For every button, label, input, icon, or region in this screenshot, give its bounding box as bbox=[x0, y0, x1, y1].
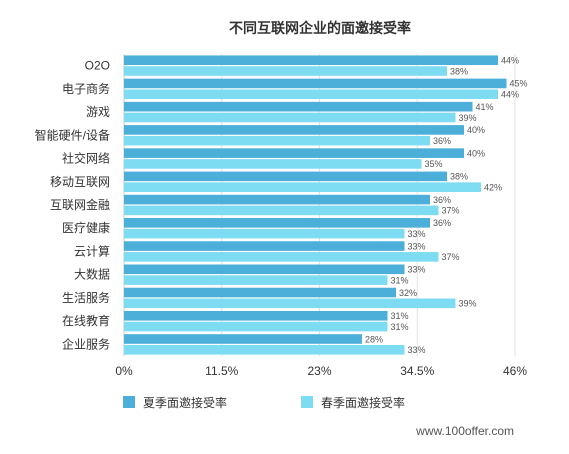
x-tick-label: 23% bbox=[307, 364, 331, 378]
category-label: 社交网络 bbox=[62, 151, 110, 166]
category-label: 医疗健康 bbox=[62, 220, 110, 235]
data-label: 45% bbox=[510, 79, 528, 89]
data-label: 28% bbox=[365, 334, 383, 344]
bar bbox=[124, 275, 388, 285]
bar bbox=[124, 159, 422, 169]
data-label: 40% bbox=[467, 125, 485, 135]
category-label: 智能硬件/设备 bbox=[35, 127, 110, 142]
data-label: 42% bbox=[484, 182, 502, 192]
category-label: 大数据 bbox=[74, 267, 110, 282]
bar bbox=[124, 78, 507, 89]
data-label: 40% bbox=[467, 148, 485, 158]
data-label: 35% bbox=[425, 159, 443, 169]
data-label: 37% bbox=[442, 252, 460, 262]
bar bbox=[124, 55, 498, 66]
data-label: 31% bbox=[391, 311, 409, 321]
x-tick-label: 0% bbox=[115, 364, 133, 378]
x-tick-label: 34.5% bbox=[400, 364, 434, 378]
data-label: 41% bbox=[476, 102, 494, 112]
category-label: 在线教育 bbox=[62, 313, 110, 328]
legend-swatch bbox=[301, 396, 313, 408]
bar bbox=[124, 101, 473, 112]
bar bbox=[124, 112, 456, 123]
legend-swatch bbox=[123, 396, 135, 408]
category-labels: O2O 电子商务游戏智能硬件/设备社交网络移动互联网互联网金融医疗健康云计算大数据… bbox=[35, 59, 110, 352]
bar bbox=[124, 66, 447, 76]
data-label: 38% bbox=[450, 172, 468, 182]
legend-label: 夏季面邀接受率 bbox=[143, 395, 227, 410]
data-label: 31% bbox=[391, 322, 409, 332]
bar bbox=[124, 194, 430, 205]
bar bbox=[124, 344, 405, 355]
category-label: O2O bbox=[85, 59, 110, 73]
data-label: 38% bbox=[450, 66, 468, 76]
bar bbox=[124, 218, 430, 228]
chart-title: 不同互联网企业的面邀接受率 bbox=[229, 20, 411, 36]
bar bbox=[124, 228, 405, 239]
legend-label: 春季面邀接受率 bbox=[321, 395, 405, 410]
data-label: 44% bbox=[501, 90, 519, 100]
bar bbox=[124, 241, 405, 251]
category-label: 云计算 bbox=[74, 243, 110, 258]
bar bbox=[124, 148, 464, 158]
category-label: 互联网金融 bbox=[50, 197, 110, 212]
data-label: 33% bbox=[408, 265, 426, 275]
data-label: 36% bbox=[433, 195, 451, 205]
x-tick-labels: 0% 11.5% 23% 34.5% 46% bbox=[115, 364, 527, 378]
bars: 44%38%45%44%41%39%40%36%40%35%38%42%36%3… bbox=[124, 55, 528, 355]
data-label: 36% bbox=[433, 136, 451, 146]
source-label: www.100offer.com bbox=[415, 424, 514, 438]
bar bbox=[124, 182, 481, 192]
x-tick-label: 11.5% bbox=[205, 364, 238, 378]
category-label: 企业服务 bbox=[62, 336, 110, 351]
data-label: 33% bbox=[408, 241, 426, 251]
data-label: 44% bbox=[501, 56, 519, 66]
bar bbox=[124, 334, 362, 344]
data-label: 32% bbox=[399, 288, 417, 298]
bar bbox=[124, 135, 430, 146]
bar bbox=[124, 205, 439, 216]
category-label: 电子商务 bbox=[62, 81, 110, 96]
data-label: 33% bbox=[408, 345, 426, 355]
data-label: 36% bbox=[433, 218, 451, 228]
bar bbox=[124, 287, 396, 298]
bar bbox=[124, 298, 456, 309]
category-label: 移动互联网 bbox=[50, 175, 110, 189]
bar bbox=[124, 89, 498, 100]
bar bbox=[124, 264, 405, 275]
bar bbox=[124, 252, 439, 262]
x-tick-label: 46% bbox=[503, 364, 527, 378]
bar bbox=[124, 310, 388, 321]
category-label: 生活服务 bbox=[62, 290, 110, 305]
bar bbox=[124, 125, 464, 135]
data-label: 39% bbox=[459, 299, 477, 309]
data-label: 39% bbox=[459, 113, 477, 123]
bar bbox=[124, 171, 447, 182]
legend: 夏季面邀接受率 春季面邀接受率 bbox=[123, 395, 405, 410]
category-label: 游戏 bbox=[86, 105, 110, 119]
data-label: 33% bbox=[408, 229, 426, 239]
bar bbox=[124, 321, 388, 332]
data-label: 31% bbox=[391, 275, 409, 285]
data-label: 37% bbox=[442, 206, 460, 216]
